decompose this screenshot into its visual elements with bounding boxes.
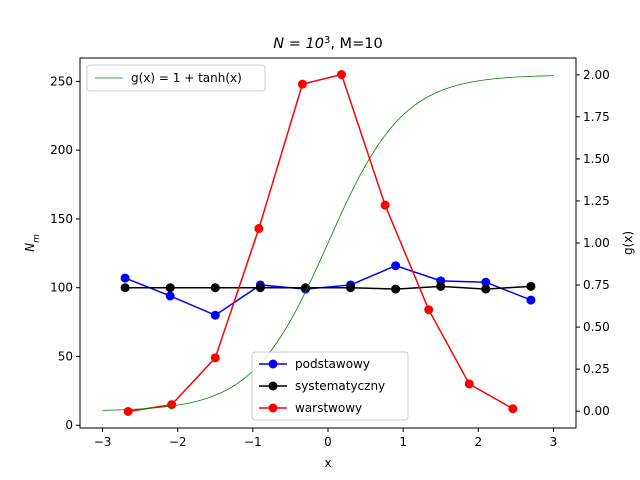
title-suffix: , M=10 <box>330 36 382 52</box>
data-point-1-5 <box>346 283 356 293</box>
y2-tick-label: 1.25 <box>583 194 610 208</box>
data-point-2-5 <box>337 70 347 80</box>
y2-tick-label: 0.50 <box>583 320 610 334</box>
y2-tick-label: 0.00 <box>583 404 610 418</box>
data-point-1-6 <box>391 284 401 294</box>
data-point-0-0 <box>120 273 130 283</box>
x-tick-label: 3 <box>550 435 558 449</box>
legend-lower-frame <box>251 351 409 421</box>
legend-marker-podstawowy <box>268 359 278 369</box>
legend-label-systematyczny: systematyczny <box>295 379 385 393</box>
series-line-2 <box>127 73 514 413</box>
data-point-2-2 <box>210 353 220 363</box>
y2-tick-label: 1.00 <box>583 236 610 250</box>
x-tick-label: −3 <box>94 435 112 449</box>
series-2 <box>123 70 518 416</box>
x-tick-label: −2 <box>169 435 187 449</box>
data-point-2-0 <box>123 406 133 416</box>
y-tick-label: 200 <box>50 143 73 157</box>
x-tick-label: 1 <box>399 435 407 449</box>
data-point-1-8 <box>481 284 491 294</box>
y2-tick-label: 2.00 <box>583 68 610 82</box>
title-exponent: 3 <box>324 35 330 46</box>
y-tick-label: 50 <box>58 349 73 363</box>
y-axis-label-sub: m <box>32 234 42 243</box>
data-point-1-3 <box>255 283 265 293</box>
y-axis-left: 0 50 100 150 200 250 <box>50 74 80 432</box>
y-tick-label: 150 <box>50 212 73 226</box>
legend-label-warstwowy: warstwowy <box>295 401 362 415</box>
legend-label-gx: g(x) = 1 + tanh(x) <box>131 71 242 85</box>
data-point-1-9 <box>526 281 536 291</box>
x-tick-label: 2 <box>474 435 482 449</box>
data-point-1-1 <box>165 283 175 293</box>
data-point-2-3 <box>254 224 264 234</box>
data-point-1-0 <box>120 283 130 293</box>
x-axis: −3 −2 −1 0 1 2 3 <box>94 428 558 449</box>
data-point-0-2 <box>210 310 220 320</box>
data-point-2-9 <box>508 404 518 414</box>
data-point-1-2 <box>210 283 220 293</box>
data-point-2-4 <box>297 79 307 89</box>
y2-tick-label: 0.75 <box>583 278 610 292</box>
y-tick-label: 100 <box>50 281 73 295</box>
plot-area <box>102 70 554 416</box>
data-point-1-4 <box>300 283 310 293</box>
legend-upper-left: g(x) = 1 + tanh(x) <box>86 64 266 92</box>
data-point-2-7 <box>424 305 434 315</box>
data-point-0-6 <box>391 261 401 271</box>
series-1 <box>120 281 536 294</box>
x-tick-label: 0 <box>324 435 332 449</box>
series-line-1 <box>125 285 531 290</box>
x-axis-label: x <box>324 456 331 470</box>
legend-label-podstawowy: podstawowy <box>295 357 370 371</box>
data-point-0-9 <box>526 295 536 305</box>
data-point-0-1 <box>165 291 175 301</box>
legend-lower-center: podstawowy systematyczny warstwowy <box>251 351 409 421</box>
y2-tick-label: 0.25 <box>583 362 610 376</box>
y-axis-label: Nm <box>23 234 42 252</box>
data-point-2-1 <box>167 400 177 410</box>
series-line-gx <box>102 75 554 411</box>
legend-marker-warstwowy <box>268 403 278 413</box>
y2-tick-label: 1.50 <box>583 152 610 166</box>
y2-tick-label: 1.75 <box>583 110 610 124</box>
x-tick-label: −1 <box>244 435 262 449</box>
y-tick-label: 0 <box>65 418 73 432</box>
title-n: N = 10 <box>273 36 324 52</box>
legend-upper-frame <box>86 64 266 92</box>
data-point-1-7 <box>436 281 446 291</box>
legend-marker-systematyczny <box>268 381 278 391</box>
y-axis-label-base: N <box>23 243 37 252</box>
series-3 <box>102 75 554 411</box>
data-point-2-8 <box>464 379 474 389</box>
y-axis-right: 0.00 0.25 0.50 0.75 1.00 1.25 1.50 1.75 2.00 <box>576 68 610 418</box>
data-point-2-6 <box>380 200 390 210</box>
y-tick-label: 250 <box>50 74 73 88</box>
y2-axis-label: g(x) <box>621 231 635 255</box>
data-point-0-8 <box>481 277 491 287</box>
chart-title: N = 103, M=10 <box>273 35 382 53</box>
